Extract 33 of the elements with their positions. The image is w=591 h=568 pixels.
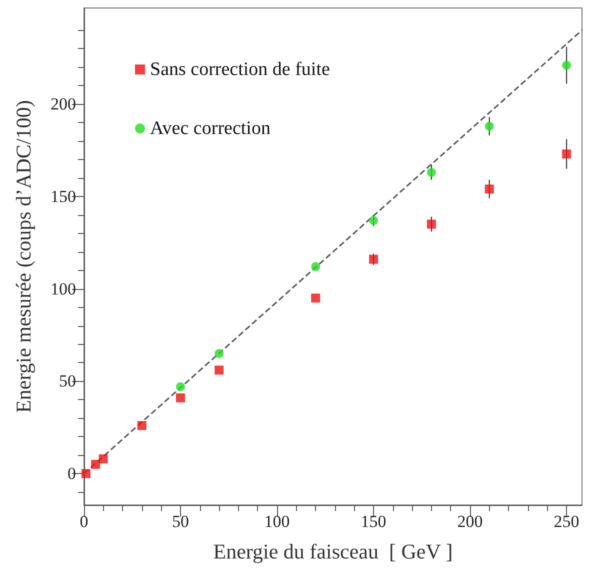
x-tick-label: 100: [264, 512, 290, 531]
y-tick-label: 100: [50, 279, 76, 298]
point: [562, 60, 572, 70]
point: [484, 184, 494, 194]
point: [98, 454, 108, 464]
point: [562, 149, 572, 158]
x-tick-label: 250: [554, 512, 580, 531]
point: [81, 469, 90, 478]
y-tick-label: 50: [59, 372, 76, 391]
point: [484, 122, 494, 131]
x-tick-label: 200: [457, 512, 483, 531]
point: [176, 382, 186, 392]
point: [369, 216, 378, 225]
point: [311, 294, 320, 303]
point: [91, 460, 100, 469]
point: [426, 220, 436, 229]
legend-label: Avec correction: [150, 118, 271, 139]
y-tick-label: 150: [50, 186, 76, 206]
x-tick-label: 0: [80, 512, 88, 531]
point: [311, 262, 320, 272]
point: [369, 254, 378, 264]
point: [214, 349, 224, 358]
y-axis-title: Energie mesurée (coups d’ADC/100): [12, 100, 36, 413]
y-tick-label: 200: [50, 94, 76, 114]
point: [176, 393, 186, 402]
point: [214, 366, 224, 375]
y-tick-label: 0: [68, 464, 76, 484]
legend-label: Sans correction de fuite: [150, 59, 330, 80]
x-axis-title: Energie du faisceau [ GeV ]: [213, 540, 453, 564]
x-tick-label: 150: [360, 512, 386, 531]
point: [137, 421, 146, 430]
point: [426, 168, 436, 177]
x-tick-label: 50: [172, 512, 190, 531]
